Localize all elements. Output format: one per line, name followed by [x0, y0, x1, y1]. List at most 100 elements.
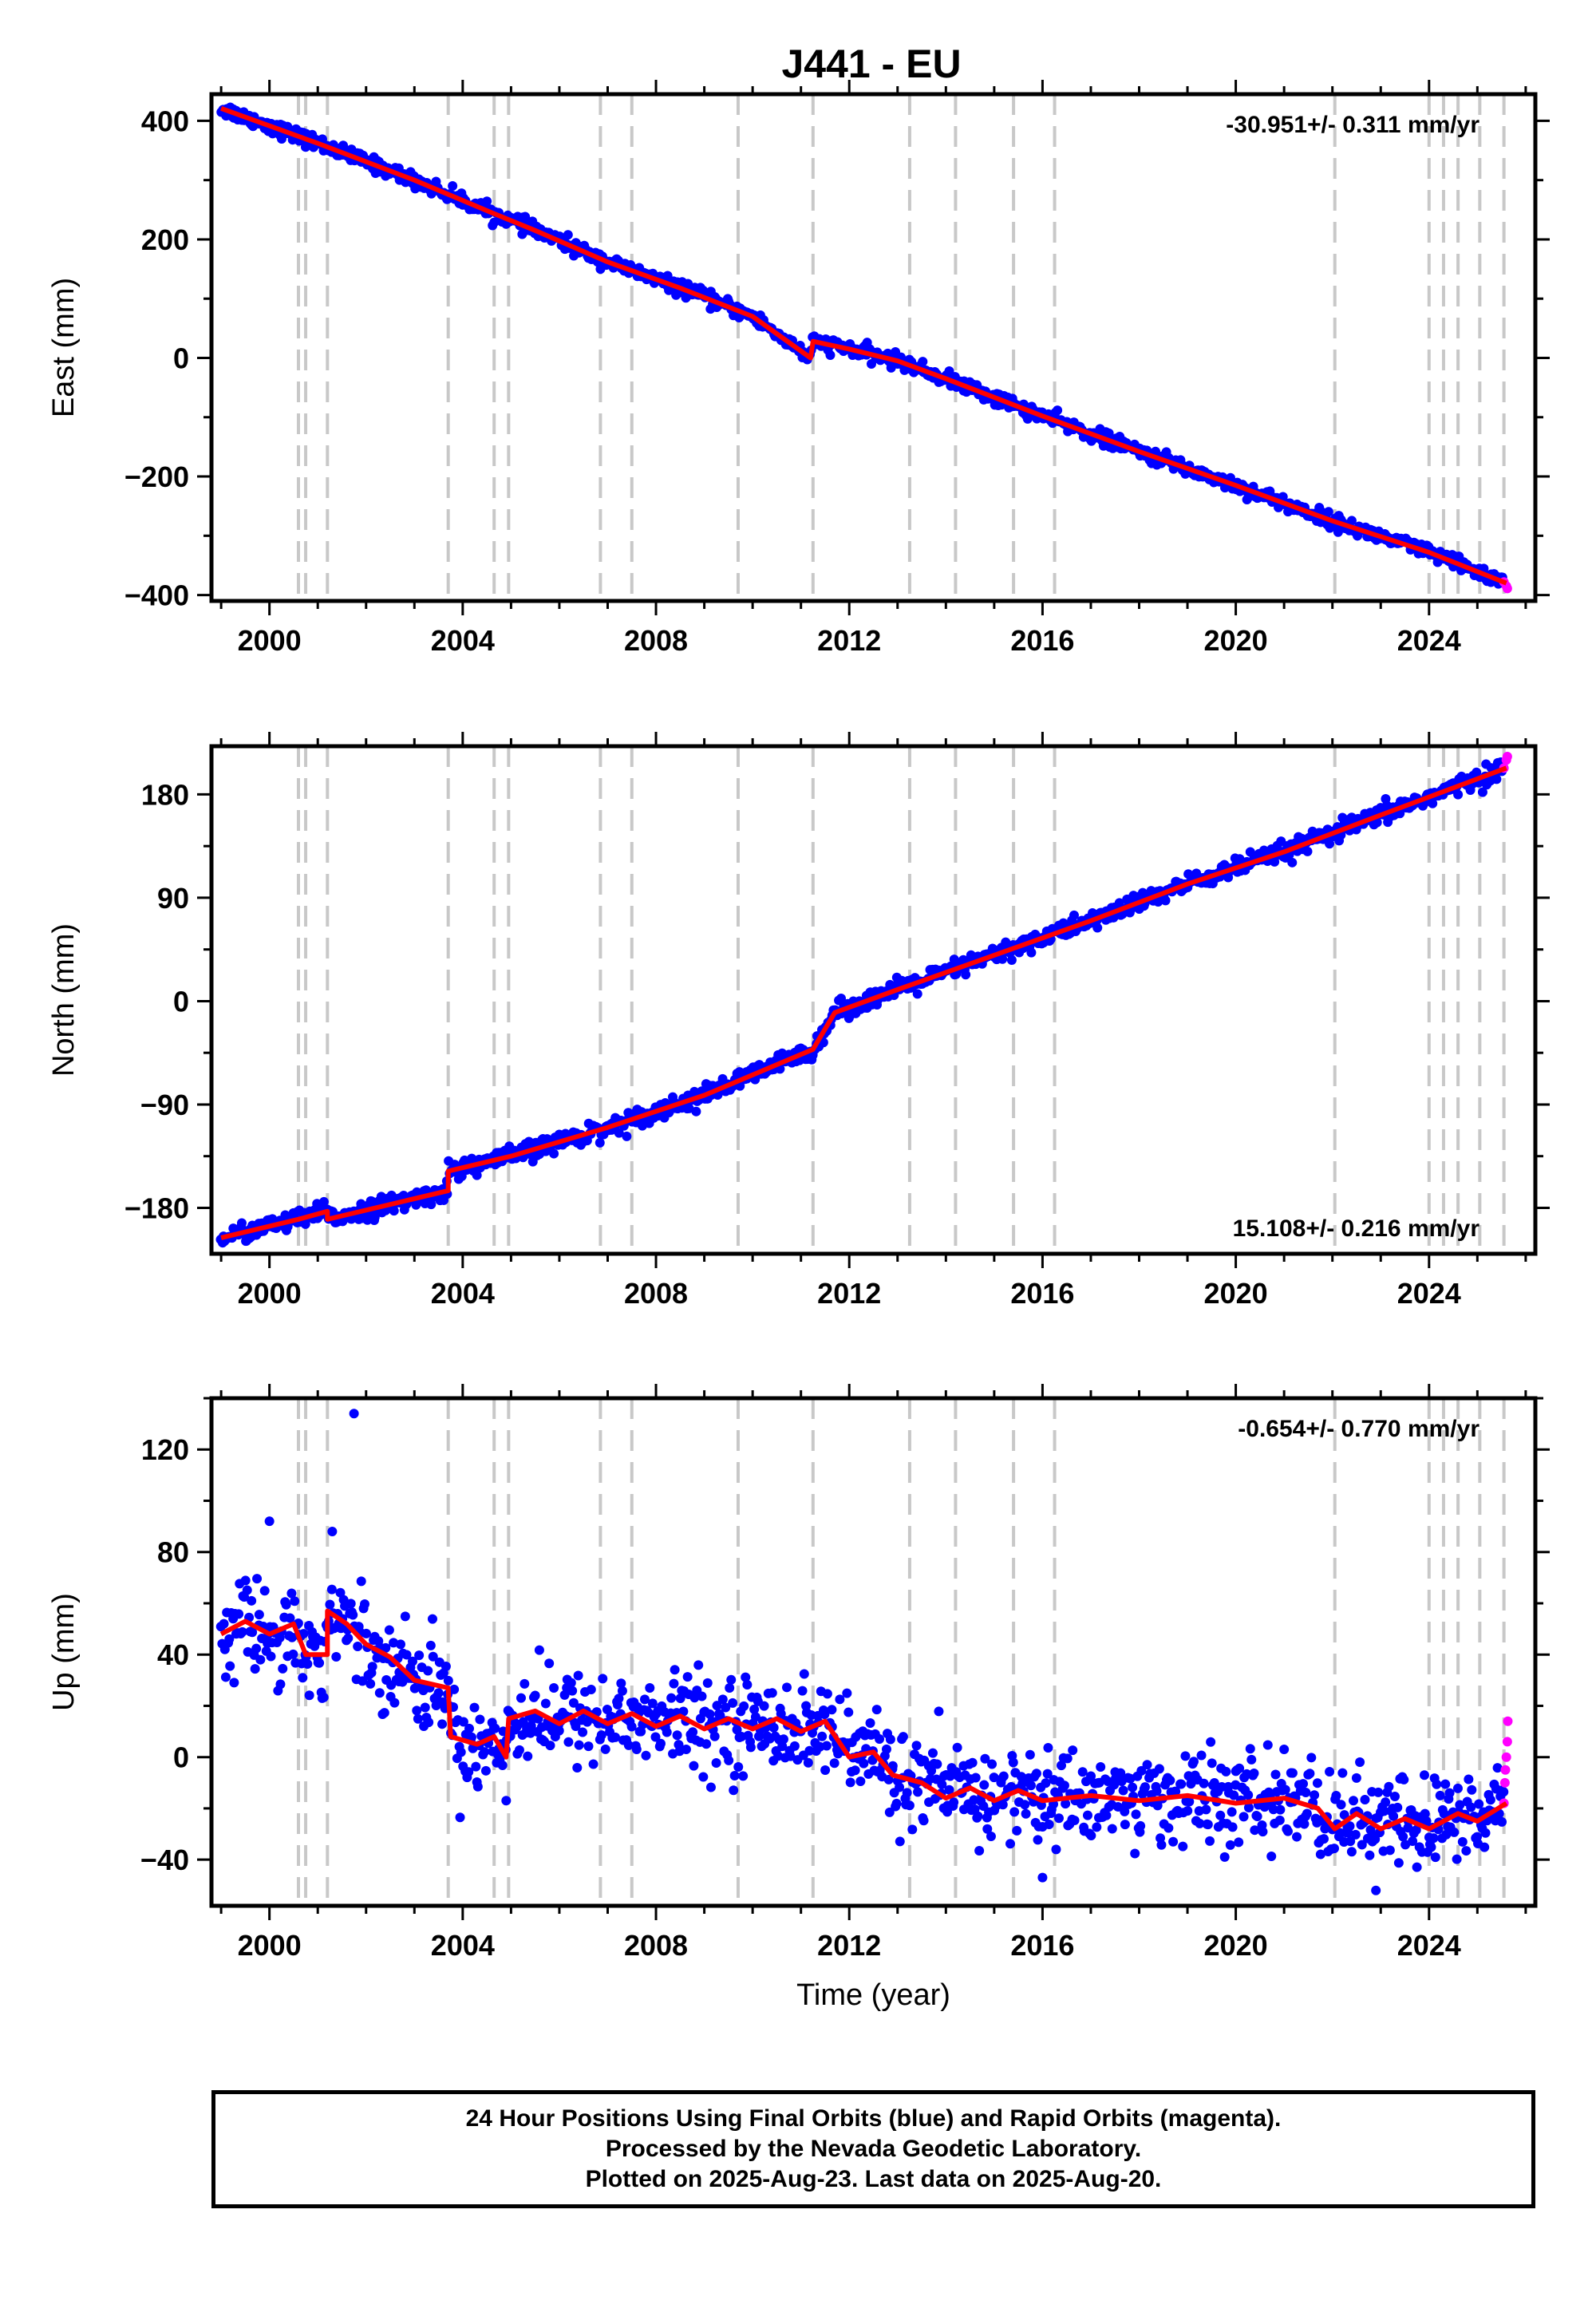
outlier-point-up-0: [349, 1409, 359, 1419]
data-point-up-227: [480, 1765, 491, 1776]
data-point-up-967: [1345, 1821, 1355, 1832]
panel-east: 2000 2004 2008 2012 2016 2020 2024 −400 −200 0 200…: [47, 80, 1550, 657]
data-point-up-454: [745, 1742, 756, 1753]
data-point-up-597: [913, 1787, 923, 1797]
data-point-up-164: [407, 1656, 417, 1666]
panel-north: 2000 2004 2008 2012 2016 2020 2024 −180 −90 0 90 18…: [47, 732, 1550, 1310]
data-point-up-1015: [1400, 1840, 1411, 1850]
data-point-up-343: [616, 1678, 626, 1689]
data-point-up-720: [1056, 1761, 1066, 1771]
data-point-up-624: [944, 1784, 954, 1795]
data-point-up-725: [1062, 1753, 1073, 1764]
data-point-up-338: [610, 1732, 621, 1742]
data-point-up-319: [588, 1759, 598, 1769]
y-tick-label-north-1: −90: [140, 1089, 189, 1121]
data-point-up-908: [1275, 1804, 1286, 1815]
data-point-up-482: [778, 1734, 788, 1745]
data-point-north-1060: [1453, 789, 1464, 800]
data-point-up-730: [1068, 1745, 1078, 1756]
data-point-up-307: [574, 1740, 584, 1750]
data-point-up-120: [356, 1576, 366, 1587]
data-point-up-876: [1238, 1812, 1249, 1822]
data-point-up-660: [986, 1831, 996, 1841]
x-tick-label-north-1: 2004: [431, 1277, 495, 1310]
x-tick-label-north-4: 2016: [1010, 1277, 1074, 1310]
data-point-up-861: [1221, 1766, 1231, 1777]
data-point-up-193: [440, 1662, 451, 1672]
data-point-up-694: [1025, 1781, 1036, 1791]
data-point-north-1038: [1428, 798, 1438, 808]
data-point-up-558: [867, 1755, 878, 1765]
data-point-up-285: [549, 1682, 559, 1693]
data-point-up-76: [304, 1690, 314, 1701]
outlier-point-up-5: [1037, 1872, 1048, 1883]
data-point-up-149: [389, 1698, 400, 1708]
data-point-up-520: [822, 1689, 832, 1699]
data-point-up-536: [842, 1688, 852, 1698]
footer-line-1: 24 Hour Positions Using Final Orbits (bl…: [465, 2105, 1282, 2132]
data-point-north-903: [1270, 856, 1280, 867]
data-point-up-212: [464, 1767, 474, 1777]
data-point-up-18: [237, 1626, 247, 1637]
data-point-up-217: [469, 1702, 480, 1713]
data-point-up-1039: [1428, 1833, 1439, 1844]
data-point-up-294: [559, 1690, 570, 1700]
data-point-up-676: [1005, 1839, 1016, 1849]
y-tick-label-east-4: 400: [141, 105, 189, 137]
data-point-up-573: [884, 1807, 895, 1817]
data-point-up-341: [614, 1694, 624, 1704]
plot-area-east: [216, 94, 1512, 601]
data-point-north-809: [1160, 895, 1171, 906]
data-point-east-761: [1104, 428, 1114, 438]
data-point-north-148: [389, 1206, 399, 1216]
data-point-up-474: [768, 1722, 779, 1733]
data-point-up-305: [572, 1762, 583, 1773]
data-point-up-300: [566, 1678, 576, 1688]
x-tick-label-east-2: 2008: [624, 624, 688, 657]
data-point-up-22: [242, 1585, 252, 1595]
data-point-up-1025: [1412, 1862, 1422, 1872]
data-point-up-498: [797, 1686, 808, 1696]
data-point-up-437: [726, 1674, 737, 1685]
data-point-up-893: [1258, 1827, 1268, 1837]
data-point-up-30: [251, 1643, 262, 1654]
data-point-up-140: [379, 1708, 389, 1718]
data-point-up-1014: [1399, 1774, 1409, 1784]
data-point-up-417: [702, 1678, 713, 1688]
data-point-up-440: [729, 1771, 740, 1781]
x-tick-label-up-3: 2012: [817, 1929, 881, 1962]
data-point-up-731: [1069, 1815, 1080, 1825]
data-point-up-590: [904, 1800, 915, 1811]
rapid-point-up-1: [1499, 1777, 1510, 1788]
data-point-up-159: [401, 1650, 412, 1660]
data-point-up-816: [1168, 1836, 1179, 1847]
data-point-up-886: [1250, 1825, 1260, 1836]
model-line-up: [219, 1608, 1508, 1832]
data-point-up-15: [234, 1609, 244, 1619]
data-point-up-518: [820, 1765, 831, 1776]
data-point-up-84: [314, 1658, 325, 1668]
data-point-up-865: [1225, 1840, 1235, 1850]
x-tick-label-up-2: 2008: [624, 1929, 688, 1962]
rapid-point-up-2: [1500, 1765, 1511, 1775]
data-point-up-158: [400, 1611, 410, 1622]
data-point-up-771: [1116, 1768, 1126, 1778]
data-point-up-911: [1279, 1745, 1290, 1755]
data-point-up-774: [1120, 1806, 1130, 1816]
data-point-up-998: [1381, 1797, 1391, 1808]
data-point-up-592: [907, 1824, 918, 1835]
x-tick-label-north-6: 2024: [1397, 1277, 1461, 1310]
data-point-up-969: [1346, 1847, 1357, 1857]
data-point-up-804: [1154, 1764, 1164, 1774]
data-point-up-973: [1351, 1773, 1361, 1783]
data-point-up-500: [799, 1669, 809, 1679]
data-point-up-124: [361, 1628, 371, 1638]
data-point-up-281: [544, 1658, 555, 1669]
data-point-north-931: [1302, 846, 1313, 856]
rapid-point-east-2: [1502, 583, 1512, 594]
data-point-up-449: [741, 1672, 751, 1682]
data-point-north-180: [426, 1200, 437, 1210]
data-point-up-438: [728, 1698, 738, 1708]
data-point-up-645: [969, 1795, 979, 1805]
x-tick-label-east-1: 2004: [431, 624, 495, 657]
